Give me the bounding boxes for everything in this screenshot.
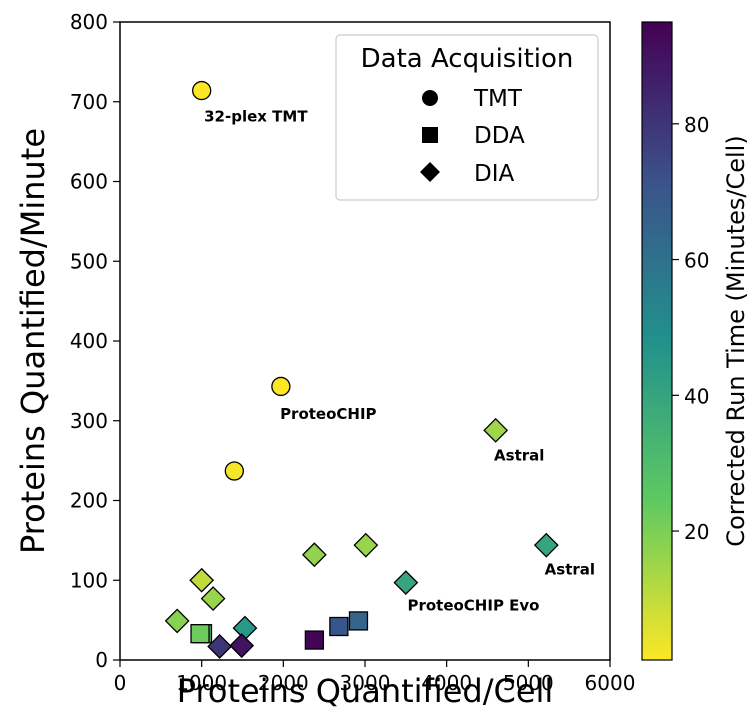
dda-point bbox=[329, 616, 349, 637]
colorbar-tick-label: 80 bbox=[684, 113, 709, 137]
point-annotation: Astral bbox=[545, 561, 595, 579]
x-axis-ticks: 0 1000 2000 3000 4000 5000 6000 bbox=[114, 660, 636, 695]
y-tick-label: 800 bbox=[70, 10, 108, 34]
colorbar-tick-label: 40 bbox=[684, 384, 709, 408]
dia-point bbox=[232, 615, 258, 641]
dia-point bbox=[483, 417, 509, 443]
point-annotation: ProteoCHIP bbox=[280, 405, 376, 423]
legend-square-marker bbox=[422, 127, 438, 143]
dia-point bbox=[301, 542, 327, 568]
x-tick-label: 4000 bbox=[421, 671, 472, 695]
legend-circle-marker bbox=[422, 90, 438, 106]
colorbar-tick-label: 20 bbox=[684, 520, 709, 544]
tmt-point bbox=[271, 376, 291, 397]
dia-point bbox=[229, 633, 255, 659]
dia-point bbox=[189, 567, 215, 593]
dda-point bbox=[348, 611, 369, 631]
legend-label-dda: DDA bbox=[474, 123, 525, 149]
y-tick-label: 400 bbox=[70, 329, 108, 353]
dia-point bbox=[533, 532, 559, 558]
x-axis-title: Proteins Quantified/Cell bbox=[177, 672, 554, 709]
tmt-point bbox=[224, 461, 244, 481]
y-tick-label: 500 bbox=[70, 249, 108, 273]
dia-point bbox=[393, 570, 419, 596]
y-tick-label: 100 bbox=[70, 568, 108, 592]
colorbar-tick-label: 60 bbox=[684, 249, 709, 273]
data-points bbox=[164, 80, 559, 659]
x-tick-label: 0 bbox=[114, 671, 127, 695]
dia-point bbox=[353, 532, 379, 558]
x-tick-label: 6000 bbox=[585, 671, 636, 695]
annotations: 32-plex TMT ProteoCHIP Astral Astral ProteoC… bbox=[204, 108, 595, 615]
y-axis-ticks: 0 100 200 300 400 500 600 700 800 bbox=[70, 10, 120, 672]
legend-title: Data Acquisition bbox=[361, 44, 574, 74]
x-tick-label: 5000 bbox=[503, 671, 554, 695]
point-annotation: ProteoCHIP Evo bbox=[407, 597, 539, 615]
y-tick-label: 600 bbox=[70, 170, 108, 194]
point-annotation: 32-plex TMT bbox=[204, 108, 308, 126]
legend-label-tmt: TMT bbox=[473, 86, 523, 112]
legend-diamond-marker bbox=[420, 162, 440, 182]
y-axis-title: Proteins Quantified/Minute bbox=[14, 128, 52, 554]
y-tick-label: 700 bbox=[70, 90, 108, 114]
dia-point bbox=[164, 608, 190, 634]
colorbar-ticks: 20 40 60 80 bbox=[672, 113, 709, 544]
y-tick-label: 0 bbox=[95, 648, 108, 672]
x-tick-label: 2000 bbox=[258, 671, 309, 695]
x-tick-label: 3000 bbox=[340, 671, 391, 695]
y-tick-label: 200 bbox=[70, 489, 108, 513]
legend: Data Acquisition TMT DDA DIA bbox=[335, 34, 599, 201]
colorbar-gradient bbox=[641, 21, 673, 661]
colorbar-title: Corrected Run Time (Minutes/Cell) bbox=[722, 135, 749, 546]
legend-label-dia: DIA bbox=[474, 161, 514, 187]
dda-point bbox=[190, 624, 210, 644]
y-tick-label: 300 bbox=[70, 409, 108, 433]
legend-box bbox=[335, 34, 599, 201]
colorbar: 20 40 60 80 Corrected Run Time (Minutes/Cel… bbox=[641, 21, 749, 661]
tmt-point bbox=[192, 80, 212, 101]
x-tick-label: 1000 bbox=[176, 671, 227, 695]
point-annotation: Astral bbox=[494, 447, 544, 465]
dia-point bbox=[200, 586, 226, 612]
dda-point bbox=[304, 630, 325, 650]
